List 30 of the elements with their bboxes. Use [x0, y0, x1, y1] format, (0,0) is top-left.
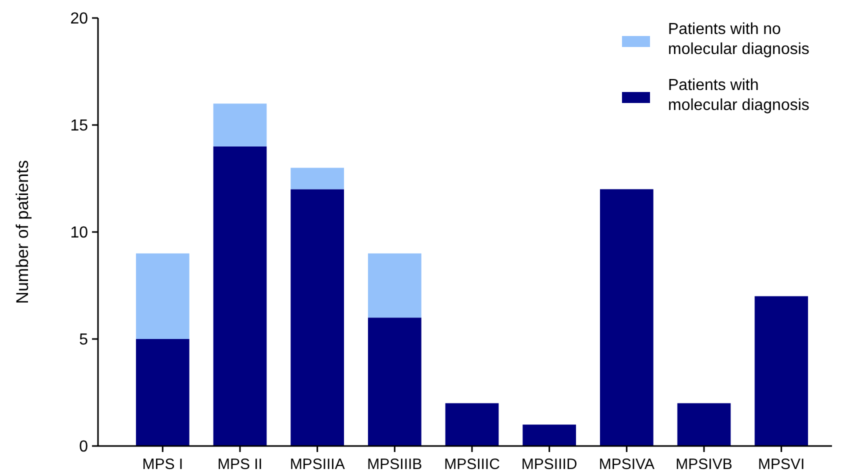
y-tick-label: 0 [79, 438, 88, 456]
x-tick-label: MPSIIIC [444, 456, 500, 473]
bar [290, 189, 344, 446]
bar [522, 424, 576, 446]
x-tick-label: MPS II [217, 456, 262, 473]
x-tick-label: MPS I [142, 456, 184, 473]
x-tick-label: MPSIIIB [367, 456, 422, 473]
bar [677, 403, 731, 446]
y-tick-label: 15 [70, 118, 88, 135]
bar [445, 403, 499, 446]
bar [368, 253, 422, 318]
bar [213, 146, 267, 446]
legend-label: Patients with molecular diagnosis [668, 77, 810, 114]
y-tick-label: 5 [79, 332, 88, 349]
y-tick-label: 10 [70, 224, 88, 242]
bar [368, 318, 422, 446]
x-tick-label: MPSVI [758, 456, 805, 473]
bar [290, 168, 344, 190]
x-tick-label: MPSIVB [676, 456, 732, 473]
bar [754, 296, 808, 446]
x-tick-label: MPSIVA [598, 456, 654, 473]
x-tick-label: MPSIIIA [290, 456, 345, 473]
y-tick-label: 20 [70, 10, 88, 28]
bar [600, 189, 654, 446]
bar [136, 339, 190, 446]
legend-label: Patients with no molecular diagnosis [668, 21, 810, 58]
bar [136, 253, 190, 339]
bar [213, 104, 267, 146]
x-tick-label: MPSIIID [521, 456, 578, 473]
y-axis-title: Number of patients [13, 160, 32, 304]
